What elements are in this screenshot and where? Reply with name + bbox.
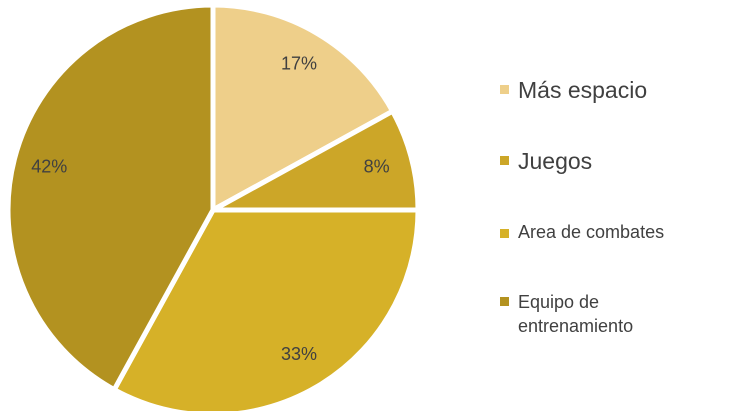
legend-label: Juegos: [518, 148, 593, 174]
legend-label: Area de combates: [518, 222, 665, 242]
pie-slice: [110, 207, 421, 411]
legend-swatch: [500, 229, 509, 238]
legend-label: Más espacio: [518, 77, 648, 103]
data-label: 8%: [364, 157, 390, 177]
data-label: 17%: [281, 53, 317, 73]
pie-slice: [5, 2, 216, 394]
legend-item: Más espacio: [500, 77, 647, 104]
legend-item: Equipo de entrenamiento: [500, 290, 668, 338]
legend-item: Area de combates: [500, 222, 664, 243]
pie-slice: [210, 2, 397, 215]
legend-swatch: [500, 297, 509, 306]
data-label: 33%: [281, 344, 317, 364]
data-label: 42%: [31, 157, 67, 177]
legend-label: Equipo de entrenamiento: [518, 292, 634, 336]
legend-swatch: [500, 85, 509, 94]
legend: Más espacio Juegos Area de combates Equipo …: [500, 0, 749, 411]
legend-swatch: [500, 156, 509, 165]
legend-item: Juegos: [500, 148, 592, 175]
